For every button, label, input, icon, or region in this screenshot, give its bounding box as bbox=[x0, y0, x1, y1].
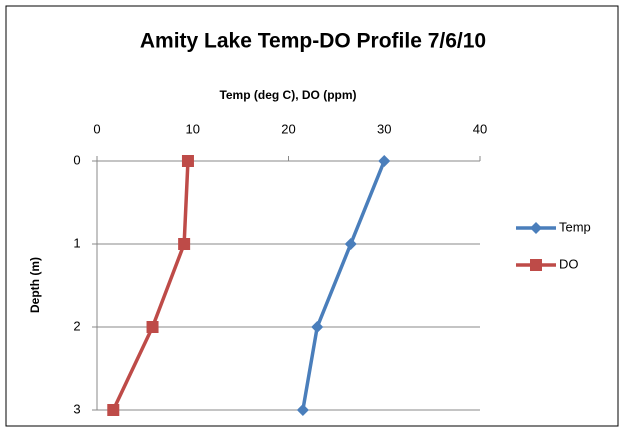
y-tick-label: 0 bbox=[73, 152, 80, 167]
marker bbox=[530, 222, 542, 234]
x-tick-label: 10 bbox=[186, 121, 200, 136]
series-line bbox=[301, 160, 386, 411]
y-tick-label: 2 bbox=[73, 318, 80, 333]
marker bbox=[181, 155, 194, 167]
marker bbox=[146, 321, 159, 333]
marker bbox=[344, 238, 357, 250]
marker bbox=[178, 238, 191, 250]
x-axis-label: Temp (deg C), DO (ppm) bbox=[219, 88, 356, 102]
legend-label: DO bbox=[559, 256, 579, 271]
series-line bbox=[111, 160, 190, 411]
marker bbox=[311, 321, 324, 333]
y-tick-label: 1 bbox=[73, 235, 80, 250]
marker bbox=[107, 404, 120, 416]
chart-title: Amity Lake Temp-DO Profile 7/6/10 bbox=[140, 30, 486, 53]
y-axis-label: Depth (m) bbox=[28, 257, 42, 313]
marker bbox=[296, 404, 309, 416]
x-tick-label: 40 bbox=[473, 121, 487, 136]
y-tick-label: 3 bbox=[73, 401, 80, 416]
x-tick-label: 20 bbox=[281, 121, 295, 136]
x-tick-label: 30 bbox=[377, 121, 391, 136]
marker bbox=[530, 259, 542, 271]
legend-label: Temp bbox=[559, 219, 591, 234]
x-tick-label: 0 bbox=[93, 121, 100, 136]
marker bbox=[378, 155, 391, 167]
